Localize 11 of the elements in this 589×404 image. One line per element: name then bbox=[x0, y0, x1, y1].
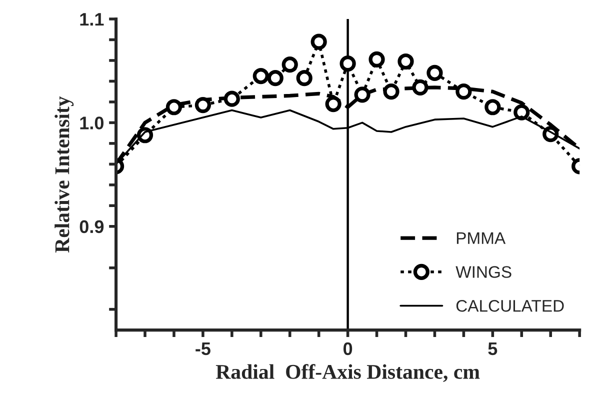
legend-label: PMMA bbox=[456, 232, 506, 244]
y-tick-label: 0.9 bbox=[80, 220, 104, 234]
x-axis-title: Radial Off-Axis Distance, cm bbox=[216, 364, 480, 382]
y-tick-label: 1.1 bbox=[80, 13, 104, 26]
legend-label: CALCULATED bbox=[456, 300, 564, 312]
x-tick-label: 0 bbox=[344, 342, 352, 356]
y-axis-title: Relative Intensity bbox=[54, 96, 74, 253]
y-tick-label: 1.0 bbox=[80, 116, 104, 130]
x-tick-label: 5 bbox=[488, 342, 498, 356]
legend-label: WINGS bbox=[456, 266, 512, 278]
x-tick-label: -5 bbox=[196, 342, 210, 356]
